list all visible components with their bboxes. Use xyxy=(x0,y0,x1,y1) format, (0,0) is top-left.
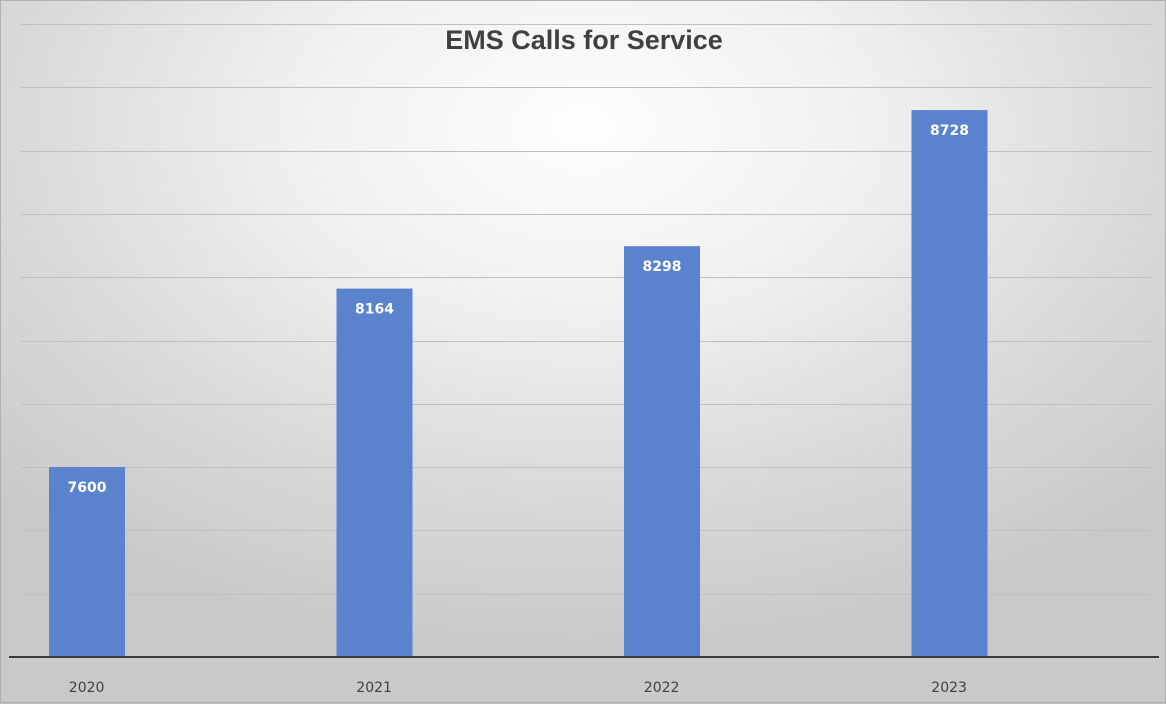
bars xyxy=(49,110,988,658)
data-label-2021: 8164 xyxy=(355,302,394,318)
x-tick-label-2023: 2023 xyxy=(931,680,967,696)
data-labels: 7600 8164 8298 8728 xyxy=(68,123,969,496)
data-label-2023: 8728 xyxy=(930,123,969,139)
chart-title: EMS Calls for Service xyxy=(445,25,723,55)
bar-2021 xyxy=(336,288,413,657)
x-axis-tick-labels: 2020 2021 2022 2023 xyxy=(69,680,967,696)
data-label-2022: 8298 xyxy=(643,259,682,275)
x-tick-label-2021: 2021 xyxy=(356,680,392,696)
x-tick-label-2020: 2020 xyxy=(69,680,105,696)
bar-2022 xyxy=(624,246,700,658)
bar-2023 xyxy=(911,110,988,657)
gridlines xyxy=(21,24,1151,595)
bar-2020 xyxy=(49,467,125,657)
x-tick-label-2022: 2022 xyxy=(644,680,680,696)
data-label-2020: 7600 xyxy=(68,480,107,496)
